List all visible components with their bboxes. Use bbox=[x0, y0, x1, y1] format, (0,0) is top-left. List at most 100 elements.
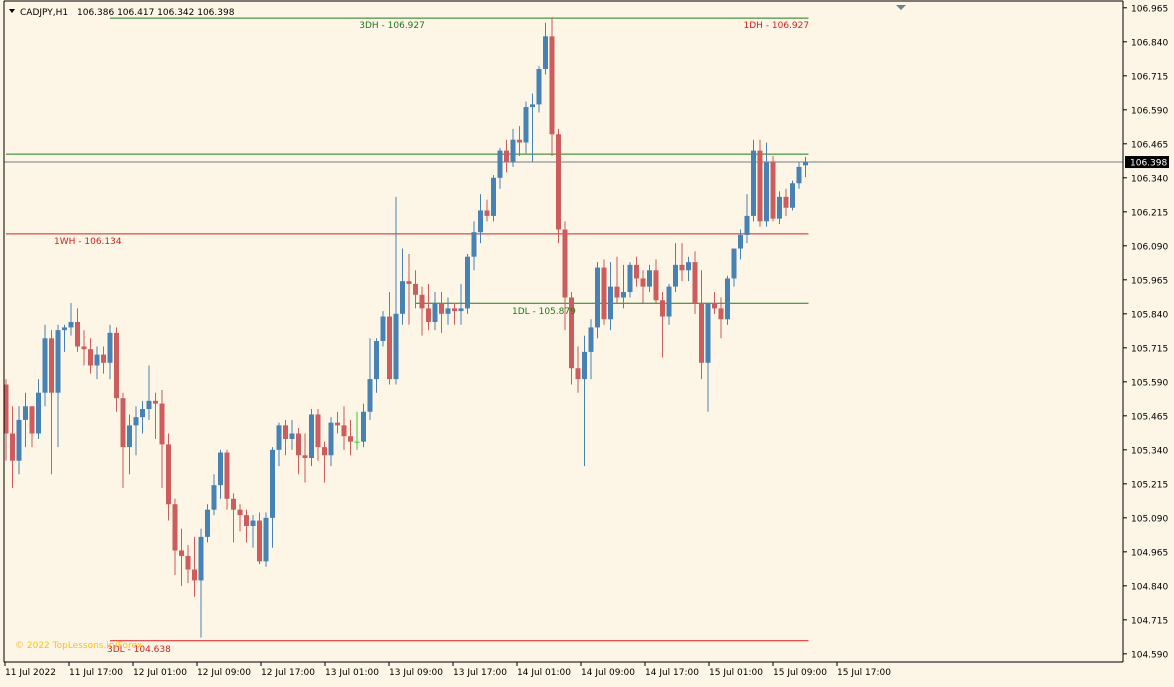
candle-body bbox=[718, 308, 724, 320]
candle bbox=[335, 411, 340, 434]
candle bbox=[588, 319, 594, 380]
candle bbox=[81, 330, 87, 366]
candle-body bbox=[133, 417, 139, 426]
candle bbox=[432, 292, 438, 331]
candle bbox=[556, 128, 561, 244]
candle-body bbox=[166, 444, 171, 505]
candle bbox=[88, 338, 93, 374]
candle bbox=[738, 229, 743, 260]
candle-body bbox=[673, 264, 678, 287]
candle-body bbox=[101, 354, 106, 363]
candle-body bbox=[393, 313, 399, 380]
candle bbox=[621, 264, 626, 309]
candle-body bbox=[127, 425, 132, 448]
candle-body bbox=[523, 107, 529, 143]
level-label: 1WH - 106.134 bbox=[54, 237, 122, 247]
symbol-timeframe: CADJPY,H1 bbox=[20, 8, 68, 18]
candle-body bbox=[88, 349, 93, 366]
candle bbox=[465, 253, 470, 314]
y-tick-label: 106.840 bbox=[1131, 38, 1168, 48]
candle-body bbox=[432, 302, 438, 322]
candle bbox=[471, 221, 477, 271]
candle-body bbox=[367, 379, 373, 412]
candle bbox=[140, 400, 145, 434]
candle bbox=[601, 259, 607, 325]
candle-body bbox=[471, 232, 477, 257]
candle bbox=[380, 311, 386, 347]
candle-body bbox=[361, 411, 366, 442]
candle-body bbox=[231, 498, 236, 510]
candle bbox=[783, 188, 789, 216]
x-tick-label: 14 Jul 09:00 bbox=[581, 668, 635, 678]
candle bbox=[731, 248, 737, 287]
candle bbox=[159, 389, 165, 488]
candle bbox=[29, 406, 35, 448]
x-tick-label: 12 Jul 09:00 bbox=[197, 668, 251, 678]
candle bbox=[439, 292, 444, 333]
candle-body bbox=[244, 515, 249, 526]
price-axis[interactable]: 106.965 106.840 106.715 106.590 106.465 106.3… bbox=[1123, 4, 1168, 660]
candle-body bbox=[146, 400, 152, 410]
candle-body bbox=[198, 536, 204, 581]
candle bbox=[478, 194, 483, 244]
candle bbox=[309, 409, 314, 467]
candle bbox=[647, 264, 652, 293]
candle-body bbox=[777, 196, 782, 219]
candle-body bbox=[536, 69, 542, 105]
candle-body bbox=[3, 384, 9, 434]
candle bbox=[790, 180, 795, 211]
y-tick-label: 105.215 bbox=[1131, 480, 1168, 490]
candle bbox=[699, 270, 704, 380]
candle-body bbox=[543, 36, 548, 70]
candle bbox=[101, 346, 106, 374]
candle-body bbox=[731, 248, 737, 279]
candle-body bbox=[172, 504, 178, 551]
candle-body bbox=[276, 425, 282, 450]
candle-body bbox=[627, 264, 633, 293]
symbol-menu-arrow-icon[interactable] bbox=[9, 9, 15, 13]
candle-body bbox=[354, 441, 360, 443]
candle bbox=[445, 297, 451, 325]
candle bbox=[276, 422, 282, 467]
candle bbox=[146, 365, 152, 420]
candle bbox=[686, 256, 691, 282]
chart-shift-marker-icon[interactable] bbox=[896, 5, 906, 10]
candle-body bbox=[783, 196, 789, 208]
candle bbox=[133, 406, 139, 456]
y-tick-label: 104.715 bbox=[1131, 616, 1168, 626]
candle bbox=[49, 330, 54, 475]
candle bbox=[393, 196, 399, 385]
ohlc-values: 106.386 106.417 106.342 106.398 bbox=[77, 8, 235, 18]
candle-body bbox=[68, 321, 74, 328]
current-price-box bbox=[1125, 156, 1169, 169]
candle bbox=[270, 447, 275, 548]
labels-layer: 3DH - 106.927 1DH - 106.927 1WH - 106.134 1… bbox=[54, 21, 809, 655]
x-tick-label: 11 Jul 2022 bbox=[5, 668, 56, 678]
candle bbox=[562, 221, 568, 331]
candle bbox=[244, 509, 249, 543]
candle bbox=[231, 493, 236, 543]
candle-body bbox=[491, 177, 496, 216]
candle-body bbox=[75, 321, 80, 347]
current-price-label: 106.398 bbox=[1130, 159, 1167, 169]
candle bbox=[491, 175, 496, 222]
candle bbox=[725, 275, 730, 325]
candle-body bbox=[738, 234, 743, 249]
candle bbox=[120, 392, 126, 488]
y-tick-label: 106.090 bbox=[1131, 242, 1168, 252]
candle bbox=[68, 302, 74, 336]
x-tick-label: 15 Jul 09:00 bbox=[773, 668, 827, 678]
time-axis[interactable]: 11 Jul 2022 11 Jul 17:00 12 Jul 01:00 12 Ju… bbox=[4, 662, 891, 678]
candle-body bbox=[439, 302, 444, 314]
candle-body bbox=[497, 150, 503, 178]
candle-body bbox=[426, 308, 431, 322]
candle bbox=[517, 126, 522, 157]
candle bbox=[289, 419, 295, 450]
candle bbox=[679, 243, 685, 282]
candle bbox=[127, 414, 132, 475]
y-tick-label: 105.840 bbox=[1131, 310, 1168, 320]
candle bbox=[666, 283, 672, 325]
candle bbox=[114, 327, 119, 412]
